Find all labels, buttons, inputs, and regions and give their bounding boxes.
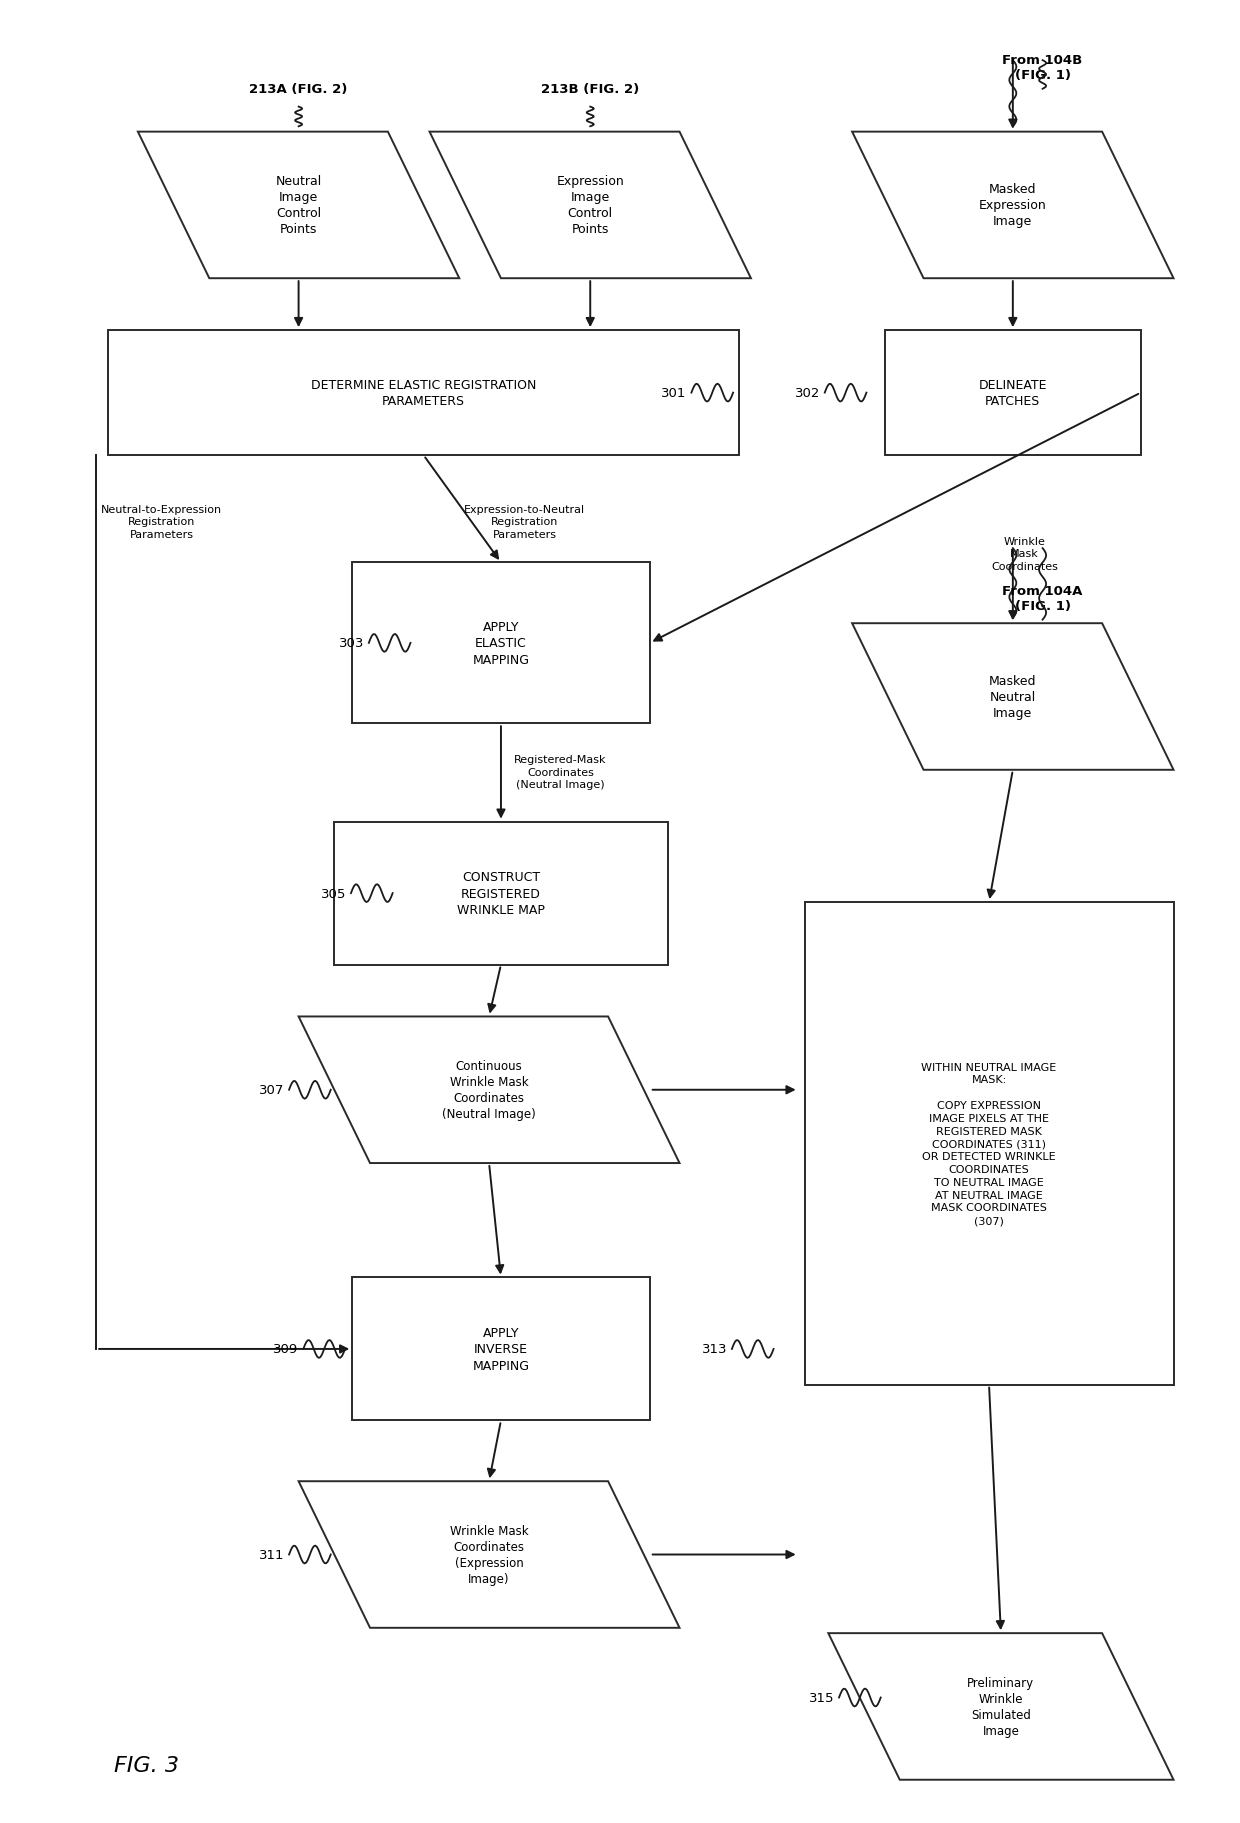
- Text: 307: 307: [259, 1083, 284, 1097]
- Bar: [805, 902, 1173, 1385]
- Polygon shape: [429, 133, 751, 279]
- Polygon shape: [138, 133, 459, 279]
- Text: 315: 315: [808, 1692, 835, 1705]
- Polygon shape: [852, 133, 1173, 279]
- Text: Expression
Image
Control
Points: Expression Image Control Points: [557, 175, 624, 237]
- Text: 213A (FIG. 2): 213A (FIG. 2): [249, 84, 347, 97]
- Text: 309: 309: [273, 1344, 299, 1356]
- Text: Masked
Neutral
Image: Masked Neutral Image: [990, 675, 1037, 720]
- Bar: [885, 332, 1141, 456]
- Text: 303: 303: [339, 636, 365, 651]
- Text: From 104B
(FIG. 1): From 104B (FIG. 1): [1002, 55, 1083, 82]
- Bar: [352, 1278, 650, 1420]
- Polygon shape: [299, 1017, 680, 1163]
- Polygon shape: [828, 1633, 1173, 1779]
- Text: Wrinkle Mask
Coordinates
(Expression
Image): Wrinkle Mask Coordinates (Expression Ima…: [450, 1524, 528, 1586]
- Text: 213B (FIG. 2): 213B (FIG. 2): [541, 84, 640, 97]
- Text: Continuous
Wrinkle Mask
Coordinates
(Neutral Image): Continuous Wrinkle Mask Coordinates (Neu…: [443, 1059, 536, 1121]
- Text: APPLY
INVERSE
MAPPING: APPLY INVERSE MAPPING: [472, 1325, 529, 1373]
- Text: Neutral-to-Expression
Registration
Parameters: Neutral-to-Expression Registration Param…: [102, 505, 222, 540]
- Text: 311: 311: [259, 1548, 284, 1560]
- Text: Registered-Mask
Coordinates
(Neutral Image): Registered-Mask Coordinates (Neutral Ima…: [515, 755, 606, 789]
- Polygon shape: [852, 623, 1173, 771]
- Bar: [108, 332, 739, 456]
- Text: FIG. 3: FIG. 3: [114, 1756, 179, 1776]
- Text: Masked
Expression
Image: Masked Expression Image: [978, 184, 1047, 228]
- Bar: [352, 563, 650, 724]
- Text: 302: 302: [795, 386, 820, 399]
- Text: Expression-to-Neutral
Registration
Parameters: Expression-to-Neutral Registration Param…: [464, 505, 585, 540]
- Text: WITHIN NEUTRAL IMAGE
MASK:

COPY EXPRESSION
IMAGE PIXELS AT THE
REGISTERED MASK
: WITHIN NEUTRAL IMAGE MASK: COPY EXPRESSI…: [921, 1063, 1056, 1225]
- Text: From 104A
(FIG. 1): From 104A (FIG. 1): [1002, 585, 1083, 613]
- Text: 305: 305: [321, 888, 346, 901]
- Text: CONSTRUCT
REGISTERED
WRINKLE MAP: CONSTRUCT REGISTERED WRINKLE MAP: [458, 871, 544, 917]
- Text: DELINEATE
PATCHES: DELINEATE PATCHES: [978, 379, 1047, 408]
- Text: Neutral
Image
Control
Points: Neutral Image Control Points: [275, 175, 321, 237]
- Text: Preliminary
Wrinkle
Simulated
Image: Preliminary Wrinkle Simulated Image: [967, 1675, 1034, 1737]
- Bar: [335, 822, 667, 964]
- Text: DETERMINE ELASTIC REGISTRATION
PARAMETERS: DETERMINE ELASTIC REGISTRATION PARAMETER…: [311, 379, 536, 408]
- Polygon shape: [299, 1482, 680, 1628]
- Text: 313: 313: [702, 1344, 727, 1356]
- Text: APPLY
ELASTIC
MAPPING: APPLY ELASTIC MAPPING: [472, 620, 529, 667]
- Text: Wrinkle
Mask
Coordinates: Wrinkle Mask Coordinates: [991, 536, 1058, 572]
- Text: 301: 301: [661, 386, 687, 399]
